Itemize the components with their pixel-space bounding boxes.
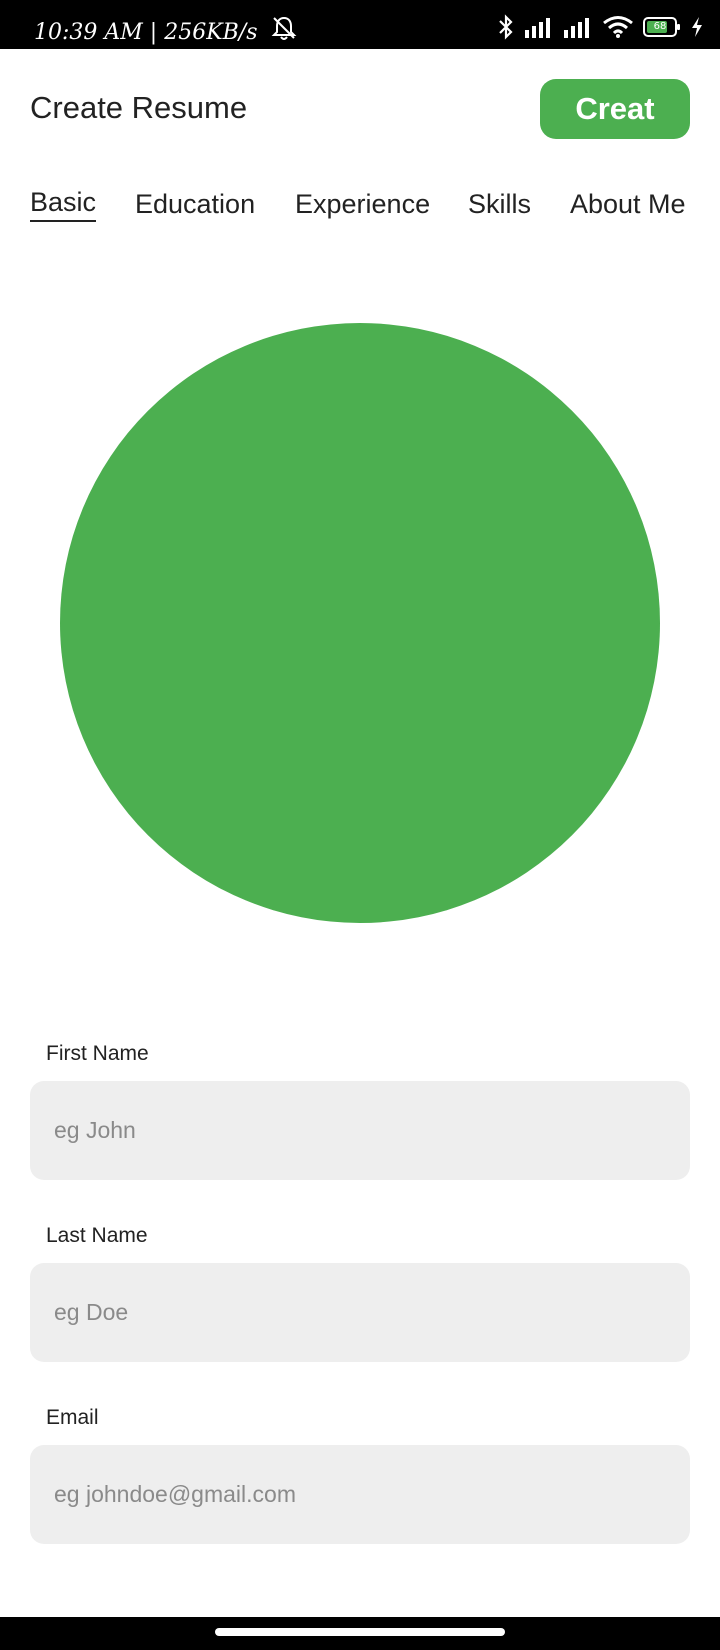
status-bar: 10:39 AM | 256KB/s (0, 0, 720, 49)
tab-education[interactable]: Education (135, 184, 255, 224)
email-label: Email (46, 1404, 99, 1432)
tab-bar: Basic Education Experience Skills About … (0, 184, 720, 234)
tab-about-me[interactable]: About Me (570, 184, 686, 224)
status-icons: 68 (497, 13, 704, 41)
profile-photo-avatar[interactable] (60, 323, 660, 923)
first-name-label: First Name (46, 1040, 149, 1068)
mute-bell-icon (270, 14, 298, 42)
email-field[interactable] (30, 1445, 690, 1544)
home-indicator[interactable] (215, 1628, 505, 1636)
tab-skills[interactable]: Skills (468, 184, 531, 224)
first-name-field[interactable] (30, 1081, 690, 1180)
tab-basic[interactable]: Basic (30, 184, 96, 222)
signal-icon (524, 16, 554, 38)
wifi-icon (602, 15, 634, 39)
last-name-field[interactable] (30, 1263, 690, 1362)
battery-level: 68 (647, 20, 673, 34)
bluetooth-icon (497, 14, 515, 40)
page-title: Create Resume (30, 88, 247, 128)
charging-icon (690, 16, 704, 38)
battery-icon: 68 (643, 16, 681, 38)
status-time: 10:39 AM | 256KB/s (34, 20, 258, 46)
system-nav-bar (0, 1617, 720, 1650)
create-button[interactable]: Creat (540, 79, 690, 139)
tab-experience[interactable]: Experience (295, 184, 430, 224)
signal-icon (563, 16, 593, 38)
last-name-label: Last Name (46, 1222, 148, 1250)
